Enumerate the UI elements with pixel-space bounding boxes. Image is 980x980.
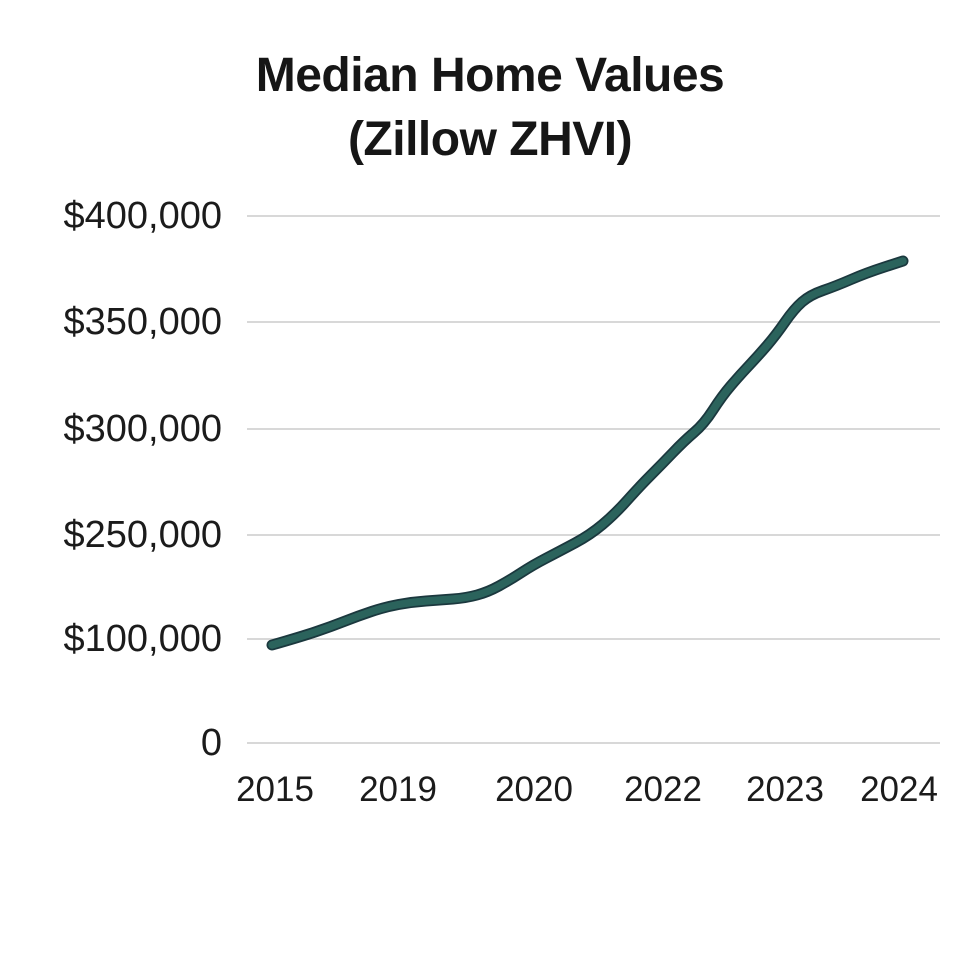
x-axis-tick-label: 2024: [860, 770, 938, 809]
y-axis-tick-label: $300,000: [63, 408, 223, 450]
chart-title-line-2: (Zillow ZHVI): [347, 113, 633, 166]
x-axis-tick-label: 2015: [236, 770, 314, 809]
y-axis-tick-label: $100,000: [63, 618, 223, 660]
chart-title-line-1: Median Home Values: [255, 49, 725, 102]
y-axis-tick-label: 0: [200, 722, 222, 764]
y-axis-tick-label: $400,000: [63, 195, 223, 237]
series-line-outline: [266, 255, 909, 651]
x-axis-tick-label: 2022: [624, 770, 702, 809]
x-axis-tick-label: 2023: [746, 770, 824, 809]
x-axis-tick-label: 2020: [495, 770, 573, 809]
chart-title: Median Home Values (Zillow ZHVI): [0, 44, 980, 172]
series-line: [268, 257, 907, 649]
x-axis-tick-label: 2019: [359, 770, 437, 809]
y-axis-tick-label: $250,000: [63, 514, 223, 556]
y-axis-tick-label: $350,000: [63, 301, 223, 343]
